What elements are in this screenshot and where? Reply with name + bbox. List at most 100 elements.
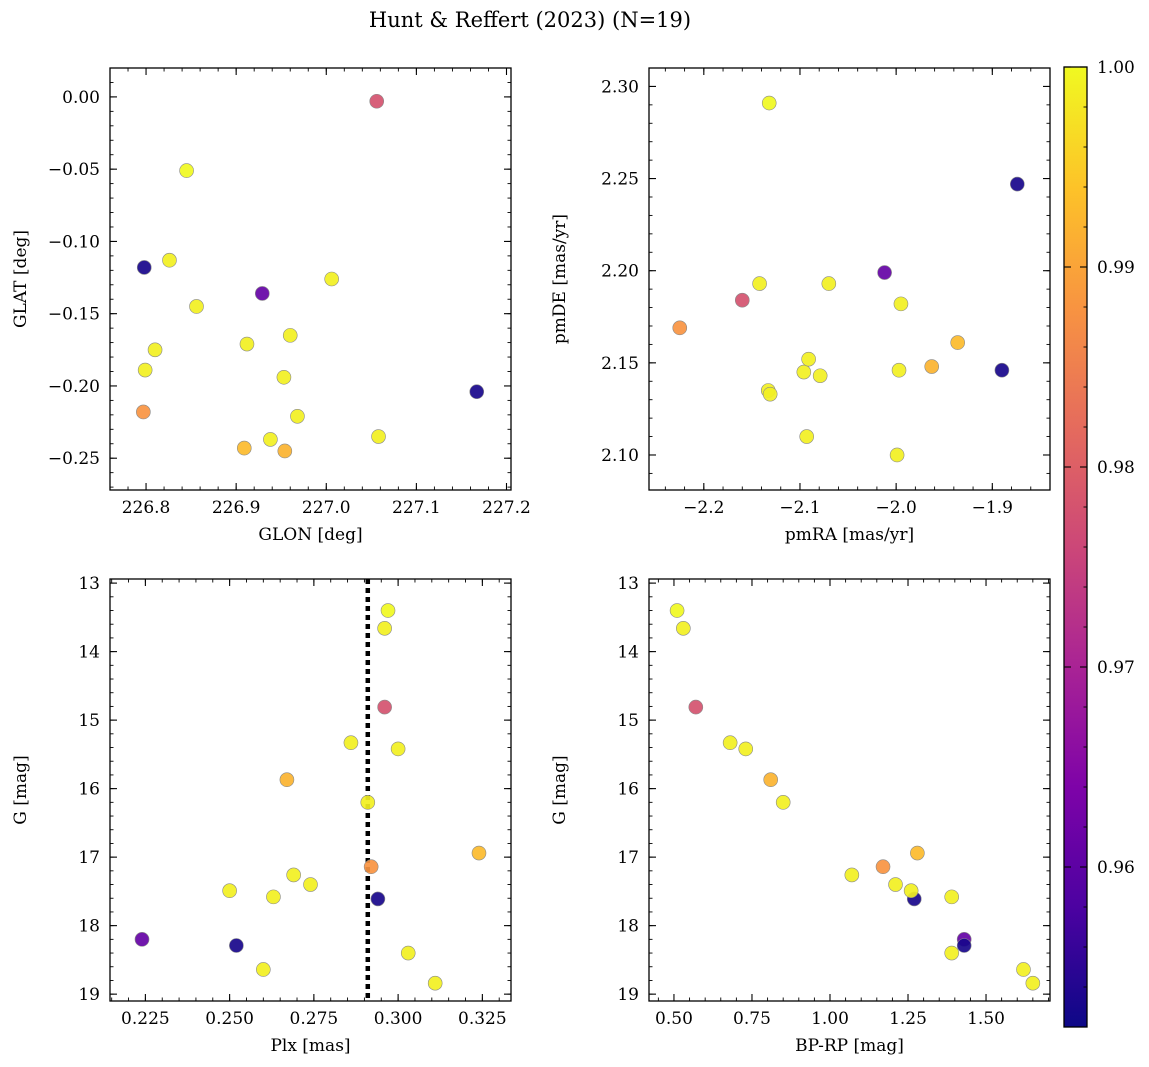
y-tick-label: 2.10 [601,446,639,466]
x-tick-label: 0.275 [290,1009,339,1029]
x-tick-label: 0.250 [205,1009,254,1029]
figure-title: Hunt & Reffert (2023) (N=19) [369,8,691,32]
data-point [688,699,704,715]
data-point [239,336,255,352]
data-point [290,408,305,424]
data-point [282,328,298,343]
x-tick-label: 227.2 [482,498,531,518]
axes-frame [109,67,512,491]
x-tick-label: −2.0 [875,498,916,518]
scatter-panels: 226.8 226.9 227.0 227.1 227.2 0.00 −0.05 −0.10 −… [11,67,1051,1056]
data-point [377,621,392,636]
data-point [796,364,812,380]
data-point [775,795,791,810]
data-point [137,362,153,378]
data-point [1016,962,1031,977]
x-tick-label: 1.00 [811,1009,849,1029]
data-point [371,429,386,444]
x-tick-label: 1.50 [967,1009,1005,1029]
y-axis-label: GLAT [deg] [11,230,31,328]
y-tick-label: 14 [617,643,639,663]
x-axis-label: pmRA [mas/yr] [785,525,914,545]
x-tick-label: 1.25 [889,1009,927,1029]
data-point [136,260,152,275]
data-point [1025,975,1041,991]
colorbar-tick-label: 0.99 [1097,258,1135,278]
y-axis-label: G [mag] [550,755,570,824]
x-axis-label: GLON [deg] [258,525,362,545]
colorbar: 0.96 0.97 0.98 0.99 1.00 [1063,58,1135,1028]
y-axis-label: pmDE [mas/yr] [550,214,570,344]
data-point [256,962,271,977]
data-point [738,741,754,757]
data-point [676,621,691,636]
y-tick-label: 13 [78,574,100,594]
y-tick-label: 2.30 [601,77,639,97]
data-point [303,877,318,892]
data-point [229,938,244,953]
data-point [400,945,416,961]
x-axis-label: Plx [mas] [270,1036,350,1056]
data-point [910,845,925,861]
data-point [761,95,777,111]
data-point [669,603,685,618]
axes-frame [648,67,1051,491]
x-tick-label: 0.50 [655,1009,693,1029]
y-tick-label: −0.20 [48,377,100,397]
colorbar-tick-label: 0.97 [1097,658,1135,678]
colorbar-tick-label: 0.96 [1097,858,1135,878]
data-point [380,603,396,618]
x-axis-label: BP-RP [mag] [795,1036,904,1056]
data-point [889,447,905,463]
panel-4: 0.50 0.75 1.00 1.25 1.50 13 14 15 16 17 18 19 BP-RP … [550,574,1051,1056]
data-point [893,296,909,312]
data-point [891,362,907,378]
panel-1: 226.8 226.9 227.0 227.1 227.2 0.00 −0.05 −0.10 −… [11,67,531,545]
data-point [722,735,738,751]
data-point [471,845,487,861]
x-tick-label: 227.0 [302,498,351,518]
data-point [266,889,281,905]
data-point [363,859,379,875]
data-point [162,252,177,268]
data-point [763,772,779,788]
x-tick-label: 226.9 [212,498,261,518]
y-tick-label: 0.00 [62,88,100,108]
x-tick-label: 0.225 [121,1009,170,1029]
y-tick-label: −0.15 [48,305,100,325]
axes-frame [109,578,512,1002]
data-point [370,891,386,907]
y-tick-label: 16 [617,780,639,800]
data-point [956,938,972,953]
data-point [324,271,339,287]
y-axis-label: G [mag] [11,755,31,824]
y-tick-label: 2.15 [601,354,639,374]
y-tick-label: 19 [78,985,100,1005]
x-tick-label: 226.8 [122,498,171,518]
data-point [469,384,485,400]
colorbar-gradient [1064,67,1087,1027]
data-point [812,368,828,384]
data-point [801,351,816,367]
data-point [286,867,301,883]
colorbar-tick-label: 0.98 [1097,458,1135,478]
y-tick-label: 15 [78,711,100,731]
data-point [179,163,194,178]
y-tick-label: 16 [78,780,100,800]
data-point [924,359,940,374]
y-tick-label: 18 [78,917,100,937]
data-point [263,432,278,447]
y-tick-label: 13 [617,574,639,594]
y-tick-label: 14 [78,643,100,663]
data-point [1010,176,1025,192]
x-tick-label: 227.1 [392,498,441,518]
data-point [134,932,150,947]
y-tick-label: 2.25 [601,170,639,190]
data-point [672,320,688,336]
data-point [752,276,767,291]
data-point [254,286,270,301]
x-tick-label: −2.2 [683,498,724,518]
y-tick-label: 2.20 [601,262,639,282]
y-tick-label: 18 [617,917,639,937]
